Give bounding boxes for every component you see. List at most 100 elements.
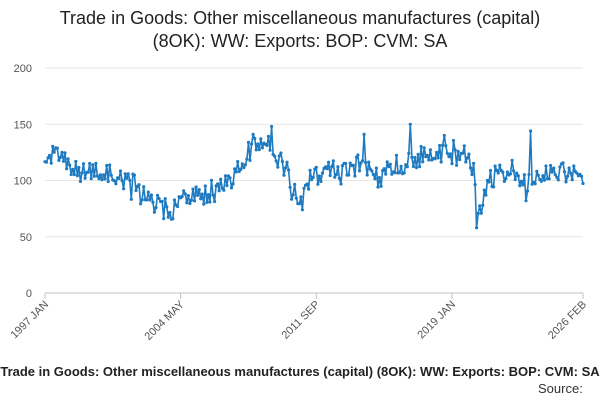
data-point: [376, 185, 380, 189]
data-point: [444, 144, 448, 148]
data-point: [402, 171, 406, 175]
data-point: [151, 200, 155, 204]
data-point: [182, 189, 186, 193]
data-point: [501, 170, 505, 174]
data-point: [146, 190, 150, 194]
data-point: [408, 122, 412, 126]
data-point: [493, 164, 497, 168]
data-point: [98, 173, 103, 177]
data-point: [462, 144, 466, 148]
data-point: [51, 144, 55, 148]
data-point: [541, 174, 545, 178]
data-point: [447, 155, 451, 159]
data-point: [117, 176, 121, 181]
y-tick-label: 200: [14, 63, 32, 75]
data-point: [106, 179, 110, 184]
data-point: [97, 177, 101, 181]
data-point: [511, 169, 516, 173]
data-point: [317, 174, 321, 178]
source-label: Source:: [538, 381, 583, 396]
data-point: [561, 161, 565, 165]
data-point: [186, 194, 190, 198]
data-point: [60, 150, 64, 154]
data-point: [385, 160, 389, 164]
data-point: [333, 175, 337, 179]
data-point: [240, 162, 244, 166]
data-point: [123, 172, 127, 176]
chart-title-line-2: (8OK): WW: Exports: BOP: CVM: SA: [152, 31, 448, 51]
data-point: [125, 176, 129, 180]
data-point: [370, 169, 374, 173]
data-point: [213, 199, 217, 204]
data-point: [351, 163, 355, 167]
data-point: [254, 148, 258, 152]
data-point: [475, 226, 479, 230]
data-point: [129, 197, 133, 201]
x-tick-label: 1997 JAN: [8, 299, 51, 342]
data-point: [287, 168, 291, 172]
data-point: [553, 173, 557, 177]
data-point: [356, 153, 360, 157]
data-point: [149, 193, 153, 197]
data-point: [451, 138, 456, 143]
data-point: [257, 148, 261, 152]
data-point: [527, 172, 531, 177]
data-point: [344, 161, 348, 166]
data-point: [519, 179, 523, 183]
data-point: [549, 163, 553, 168]
data-point: [502, 179, 506, 183]
data-point: [388, 162, 392, 166]
data-point: [436, 156, 440, 160]
data-point: [122, 187, 126, 191]
y-tick-label: 50: [20, 232, 32, 244]
data-point: [222, 188, 226, 192]
data-point: [508, 172, 513, 176]
data-point: [108, 163, 112, 167]
data-point: [364, 160, 368, 165]
data-point: [142, 185, 146, 189]
data-point: [307, 187, 311, 191]
data-point: [371, 172, 375, 176]
x-tick-label: 2026 FEB: [546, 299, 589, 342]
data-point: [80, 171, 84, 175]
data-point: [69, 172, 73, 177]
data-point: [46, 156, 50, 160]
data-point: [148, 198, 152, 202]
data-point: [172, 198, 177, 202]
data-point: [394, 153, 399, 157]
data-point: [513, 177, 517, 182]
data-point: [217, 189, 221, 193]
data-point: [89, 177, 93, 181]
data-point: [515, 171, 519, 175]
data-point: [68, 163, 72, 167]
data-point: [253, 136, 257, 141]
data-point: [473, 183, 477, 187]
data-point: [411, 164, 415, 169]
data-point: [374, 166, 378, 170]
data-point: [191, 187, 195, 191]
data-point: [555, 175, 559, 179]
data-point: [145, 198, 149, 202]
data-point: [361, 159, 365, 163]
data-point: [550, 170, 554, 174]
data-point: [168, 210, 172, 215]
data-point: [65, 167, 69, 171]
data-point: [202, 202, 206, 206]
data-point: [288, 185, 292, 189]
data-point: [61, 159, 66, 163]
data-point: [398, 171, 402, 175]
data-point: [529, 129, 533, 133]
data-point: [461, 151, 465, 155]
data-point: [567, 166, 571, 170]
data-point: [157, 196, 161, 201]
data-point: [413, 155, 417, 160]
data-point: [305, 182, 309, 186]
data-point: [197, 188, 201, 192]
data-point: [495, 168, 499, 172]
data-point: [277, 154, 281, 158]
data-point: [470, 172, 474, 177]
data-point: [203, 184, 207, 188]
data-point: [270, 124, 274, 129]
data-point: [353, 174, 357, 178]
data-point: [219, 177, 223, 181]
